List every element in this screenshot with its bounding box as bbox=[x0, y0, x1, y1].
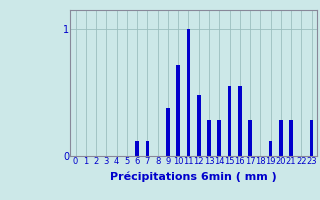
Bar bbox=[279, 120, 283, 156]
Bar bbox=[248, 120, 252, 156]
Bar bbox=[197, 95, 201, 156]
Bar bbox=[187, 29, 190, 156]
Bar bbox=[218, 120, 221, 156]
Bar bbox=[228, 86, 231, 156]
Bar bbox=[146, 141, 149, 156]
Bar bbox=[135, 141, 139, 156]
Bar bbox=[166, 108, 170, 156]
Bar bbox=[238, 86, 242, 156]
Bar bbox=[310, 120, 314, 156]
Bar bbox=[176, 65, 180, 156]
Bar bbox=[269, 141, 272, 156]
Bar bbox=[289, 120, 293, 156]
X-axis label: Précipitations 6min ( mm ): Précipitations 6min ( mm ) bbox=[110, 172, 277, 182]
Bar bbox=[207, 120, 211, 156]
